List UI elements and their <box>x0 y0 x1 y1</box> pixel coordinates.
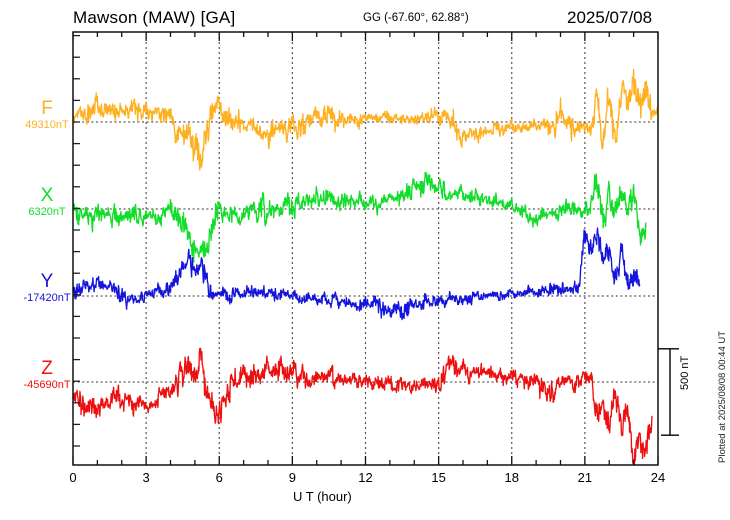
x-tick-label-21: 21 <box>577 470 593 485</box>
plot-timestamp: Plotted at 2025/08/08 00:44 UT <box>717 330 728 463</box>
component-name-z: Z <box>41 358 53 379</box>
observation-date: 2025/07/08 <box>567 8 653 27</box>
component-baseline-x: 6320nT <box>28 206 66 218</box>
component-name-f: F <box>41 98 53 119</box>
x-tick-label-12: 12 <box>358 470 373 485</box>
x-tick-label-3: 3 <box>142 470 150 485</box>
trace-layer <box>73 68 658 465</box>
grid-layer <box>145 32 586 465</box>
x-tick-label-9: 9 <box>288 470 296 485</box>
x-tick-label-0: 0 <box>69 470 77 485</box>
trace-x <box>73 171 647 263</box>
scale-bar-caption: 500 nT <box>679 355 691 390</box>
trace-label-y: Y -17420nT <box>12 272 82 305</box>
trace-f <box>73 68 658 171</box>
trace-y <box>73 227 641 321</box>
trace-label-z: Z -45690nT <box>12 359 82 392</box>
component-baseline-f: 49310nT <box>25 119 69 131</box>
x-axis-title: U T (hour) <box>293 489 352 504</box>
x-tick-label-15: 15 <box>431 470 446 485</box>
trace-z <box>73 347 653 465</box>
x-tick-label-24: 24 <box>650 470 666 485</box>
x-tick-label-6: 6 <box>215 470 223 485</box>
component-name-y: Y <box>40 271 54 292</box>
geographic-coordinates: GG (-67.60°, 62.88°) <box>363 12 469 24</box>
component-name-x: X <box>40 185 54 206</box>
component-baseline-y: -17420nT <box>23 292 71 304</box>
station-title: Mawson (MAW) [GA] <box>73 8 236 27</box>
trace-label-f: F 49310nT <box>18 99 76 132</box>
trace-label-x: X 6320nT <box>18 186 76 219</box>
scale-bar <box>658 348 679 436</box>
component-baseline-z: -45690nT <box>23 379 71 391</box>
plot-frame <box>72 31 659 466</box>
x-tick-label-18: 18 <box>504 470 519 485</box>
